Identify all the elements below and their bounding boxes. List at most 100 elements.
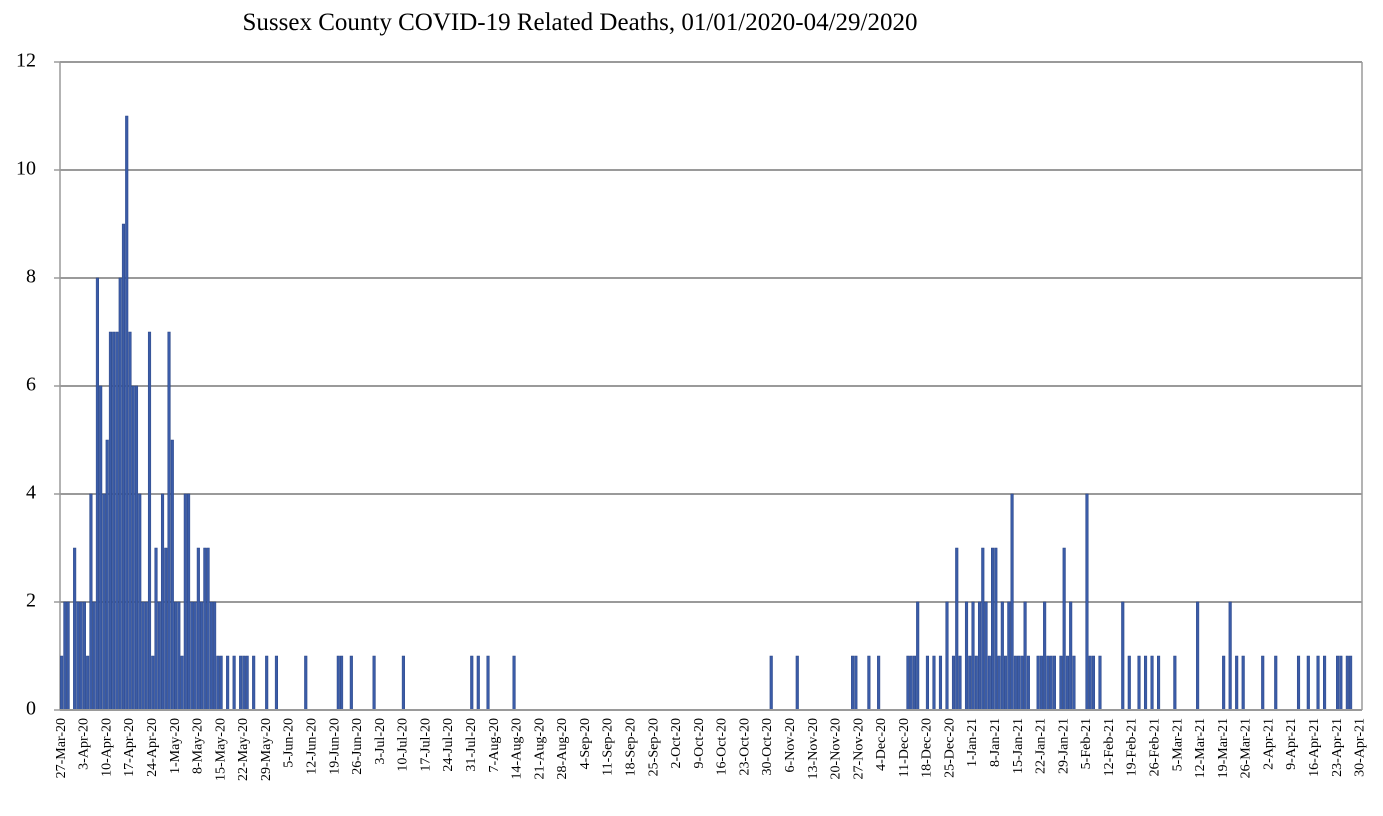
bar bbox=[164, 547, 168, 711]
bar bbox=[128, 331, 132, 711]
bar bbox=[265, 655, 269, 711]
bar bbox=[1069, 601, 1073, 711]
bar bbox=[955, 547, 959, 711]
bar bbox=[1091, 655, 1096, 711]
bar bbox=[1098, 655, 1102, 711]
x-tick-label: 19-Mar-21 bbox=[1216, 718, 1231, 778]
bar bbox=[1121, 601, 1125, 711]
x-tick-label: 6-Nov-20 bbox=[783, 718, 798, 772]
x-tick-label: 15-May-20 bbox=[213, 718, 228, 781]
x-tick-label: 26-Mar-21 bbox=[1239, 718, 1254, 778]
bar bbox=[304, 655, 308, 711]
bar bbox=[180, 655, 184, 711]
bar bbox=[147, 331, 152, 711]
x-tick-label: 12-Mar-21 bbox=[1193, 718, 1208, 778]
bar bbox=[63, 601, 67, 711]
bar bbox=[252, 655, 256, 711]
bar bbox=[1059, 655, 1063, 711]
bar bbox=[877, 655, 881, 711]
x-tick-label: 9-Apr-21 bbox=[1284, 718, 1299, 770]
x-tick-label: 14-Aug-20 bbox=[510, 718, 525, 779]
bar bbox=[932, 655, 936, 711]
x-tick-label: 19-Feb-21 bbox=[1125, 718, 1140, 776]
y-tick-label: 10 bbox=[16, 158, 36, 180]
bar bbox=[1296, 655, 1301, 711]
x-tick-label: 31-Jul-20 bbox=[464, 718, 479, 772]
bar bbox=[170, 439, 174, 711]
bar bbox=[916, 601, 920, 711]
bar bbox=[190, 601, 194, 711]
x-tick-label: 2-Apr-21 bbox=[1261, 718, 1276, 770]
bar bbox=[1345, 655, 1349, 711]
bar bbox=[1349, 655, 1353, 711]
bar bbox=[906, 655, 910, 711]
bar bbox=[174, 601, 178, 711]
x-tick-label: 21-Aug-20 bbox=[532, 718, 547, 779]
bar bbox=[167, 331, 171, 711]
bar bbox=[1336, 655, 1340, 711]
bar bbox=[1052, 655, 1056, 711]
bar bbox=[1143, 655, 1148, 711]
bar bbox=[232, 655, 236, 711]
x-tick-label: 10-Apr-20 bbox=[99, 718, 114, 777]
bar bbox=[151, 655, 155, 711]
bar bbox=[99, 385, 103, 711]
bar bbox=[925, 655, 930, 711]
bar bbox=[981, 547, 985, 711]
bar bbox=[964, 601, 969, 711]
x-tick-label: 12-Feb-21 bbox=[1102, 718, 1117, 776]
bar bbox=[226, 655, 230, 711]
bar bbox=[769, 655, 773, 711]
bar bbox=[1222, 655, 1226, 711]
bar bbox=[89, 493, 93, 711]
bar bbox=[1039, 655, 1043, 711]
x-tick-label: 12-Jun-20 bbox=[304, 718, 319, 775]
x-tick-label: 25-Dec-20 bbox=[942, 718, 957, 778]
bar bbox=[1150, 655, 1154, 711]
bar bbox=[470, 655, 474, 711]
bar bbox=[340, 655, 344, 711]
bar bbox=[86, 655, 90, 711]
x-tick-label: 29-May-20 bbox=[259, 718, 274, 781]
x-tick-label: 29-Jan-21 bbox=[1056, 718, 1071, 774]
bar bbox=[1046, 655, 1050, 711]
y-tick-label: 6 bbox=[26, 374, 36, 396]
x-tick-label: 27-Mar-20 bbox=[54, 718, 69, 778]
bar bbox=[997, 655, 1001, 711]
bar bbox=[1072, 655, 1076, 711]
bar bbox=[1339, 655, 1343, 711]
bar bbox=[945, 601, 949, 711]
bar bbox=[1306, 655, 1310, 711]
bar bbox=[60, 655, 64, 711]
bar bbox=[854, 655, 858, 711]
x-tick-label: 23-Apr-21 bbox=[1330, 718, 1345, 777]
y-tick-label: 8 bbox=[26, 266, 36, 288]
bar bbox=[867, 655, 871, 711]
bar bbox=[991, 547, 995, 711]
bar bbox=[125, 115, 129, 711]
bar bbox=[1023, 601, 1027, 711]
chart-title: Sussex County COVID-19 Related Deaths, 0… bbox=[243, 9, 918, 36]
bar bbox=[1013, 655, 1017, 711]
bar bbox=[1062, 547, 1066, 711]
bar bbox=[1235, 655, 1239, 711]
bar bbox=[76, 601, 80, 711]
bar bbox=[1000, 601, 1004, 711]
x-tick-label: 18-Dec-20 bbox=[920, 718, 935, 778]
x-tick-label: 19-Jun-20 bbox=[327, 718, 342, 775]
bar bbox=[105, 439, 109, 711]
bar bbox=[984, 601, 988, 711]
x-tick-label: 25-Sep-20 bbox=[646, 718, 661, 776]
y-tick-label: 0 bbox=[26, 698, 36, 720]
bar bbox=[193, 601, 197, 711]
bar bbox=[82, 601, 86, 711]
x-tick-label: 3-Jul-20 bbox=[373, 718, 388, 765]
x-tick-label: 8-Jan-21 bbox=[988, 718, 1003, 767]
bar bbox=[187, 493, 191, 711]
x-tick-label: 24-Jul-20 bbox=[441, 718, 456, 772]
bar bbox=[1026, 655, 1030, 711]
bar bbox=[200, 601, 204, 711]
x-tick-label: 18-Sep-20 bbox=[623, 718, 638, 776]
